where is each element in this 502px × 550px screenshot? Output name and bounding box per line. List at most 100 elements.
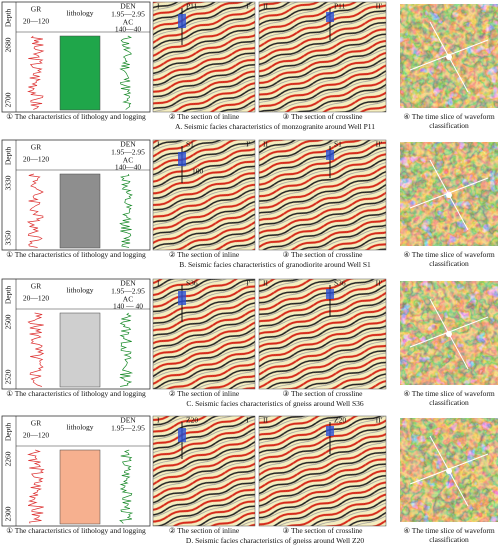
ac-range: 140 — 40	[113, 302, 143, 311]
row-caption: D. Seismic facies characteristics of gne…	[185, 536, 365, 545]
lithology-label: lithology	[66, 9, 93, 18]
crossline-end: II'	[376, 416, 383, 425]
inline-end: I'	[246, 2, 250, 11]
lithology-column	[59, 449, 101, 525]
row-caption: C. Seismic facies characteristics of gne…	[186, 399, 364, 408]
crossline-start: II	[263, 140, 268, 149]
den-range: 1.95—2.95	[111, 287, 145, 296]
crossline-end: II'	[376, 279, 383, 288]
panel-caption: ① The characteristics of lithology and l…	[6, 112, 146, 121]
inline-section	[152, 139, 256, 251]
inline-start: I	[157, 416, 160, 425]
lithology-label: lithology	[66, 286, 93, 295]
crossline-start: II	[263, 279, 268, 288]
crossline-end: II'	[376, 140, 383, 149]
crossline-well: Z20	[334, 416, 346, 425]
panel-caption: ③ The section of crossline	[282, 112, 363, 121]
slice-well	[446, 468, 452, 474]
gr-range: 20—120	[23, 155, 50, 164]
log-frame	[1, 415, 151, 527]
panel-caption: ② The section of inline	[168, 389, 240, 398]
depth-value: 2500	[4, 314, 13, 329]
inline-well: S1	[186, 140, 194, 149]
depth-label: Depth	[4, 147, 13, 166]
inline-start: I	[157, 2, 160, 11]
inline-note: 100	[192, 167, 204, 176]
crossline-start: II	[263, 2, 268, 11]
depth-value: 2300	[4, 506, 13, 521]
panel-caption: ② The section of inline	[168, 526, 240, 535]
panel-caption: ④ The time slice of waveform classificat…	[403, 389, 495, 407]
panel-caption: ③ The section of crossline	[282, 250, 363, 259]
den-curve	[119, 449, 134, 524]
den-label: DEN	[120, 2, 136, 11]
depth-value: 3350	[4, 230, 13, 245]
den-curve	[119, 173, 133, 248]
slice-well	[446, 331, 452, 337]
den-range: 1.95—2.95	[111, 148, 145, 157]
well-marker	[326, 289, 334, 299]
log-frame	[1, 139, 151, 251]
panel-caption: ③ The section of crossline	[282, 526, 363, 535]
gr-label: GR	[31, 282, 41, 291]
inline-start: I	[157, 279, 160, 288]
inline-well: Z20	[186, 416, 198, 425]
crossline-end: II'	[376, 2, 383, 11]
crossline-well: S36	[334, 279, 346, 288]
panel-caption: ① The characteristics of lithology and l…	[6, 389, 146, 398]
panel-caption: ① The characteristics of lithology and l…	[6, 526, 146, 535]
gr-curve	[27, 312, 45, 387]
gr-curve	[26, 173, 44, 248]
crossline-section	[258, 139, 387, 251]
panel-caption: ④ The time slice of waveform classificat…	[403, 112, 495, 130]
gr-range: 20—120	[23, 294, 50, 303]
row-caption: B. Seismic facies characteristics of gra…	[179, 260, 371, 269]
panel-caption: ④ The time slice of waveform classificat…	[403, 250, 495, 268]
inline-well: S36	[186, 279, 198, 288]
well-marker	[178, 291, 186, 305]
den-range: 1.95—2.95	[111, 424, 145, 433]
lithology-column	[59, 312, 101, 388]
inline-end: I'	[246, 416, 250, 425]
panel-caption: ② The section of inline	[168, 250, 240, 259]
gr-label: GR	[31, 5, 41, 14]
panel-caption: ③ The section of crossline	[282, 389, 363, 398]
depth-value: 2520	[4, 369, 13, 384]
depth-value: 2260	[4, 451, 13, 466]
slice-well	[446, 192, 452, 198]
den-label: DEN	[120, 416, 136, 425]
inline-section	[152, 1, 256, 113]
lithology-label: lithology	[66, 423, 93, 432]
inline-section	[152, 278, 256, 390]
depth-label: Depth	[4, 423, 13, 442]
crossline-start: II	[263, 416, 268, 425]
lithology-column	[59, 35, 101, 111]
crossline-section	[258, 415, 387, 527]
ac-range: 140—40	[115, 163, 142, 172]
inline-end: I'	[246, 279, 250, 288]
depth-value: 2680	[4, 37, 13, 52]
well-marker	[178, 428, 186, 442]
crossline-well: S1	[334, 140, 342, 149]
slice-well	[446, 54, 452, 60]
inline-start: I	[157, 140, 160, 149]
gr-range: 20—120	[23, 17, 50, 26]
gr-range: 20—120	[23, 431, 50, 440]
den-label: DEN	[120, 140, 136, 149]
inline-section	[152, 415, 256, 527]
panel-caption: ② The section of inline	[168, 112, 240, 121]
depth-value: 3330	[4, 175, 13, 190]
gr-label: GR	[31, 419, 41, 428]
well-marker	[326, 12, 334, 22]
well-marker	[178, 152, 186, 166]
gr-curve	[27, 449, 45, 524]
den-curve	[119, 312, 134, 387]
well-marker	[326, 150, 334, 160]
ac-label: AC	[123, 18, 133, 27]
well-marker	[178, 14, 186, 28]
den-label: DEN	[120, 279, 136, 288]
crossline-section	[258, 278, 387, 390]
depth-label: Depth	[4, 286, 13, 305]
depth-label: Depth	[4, 9, 13, 28]
